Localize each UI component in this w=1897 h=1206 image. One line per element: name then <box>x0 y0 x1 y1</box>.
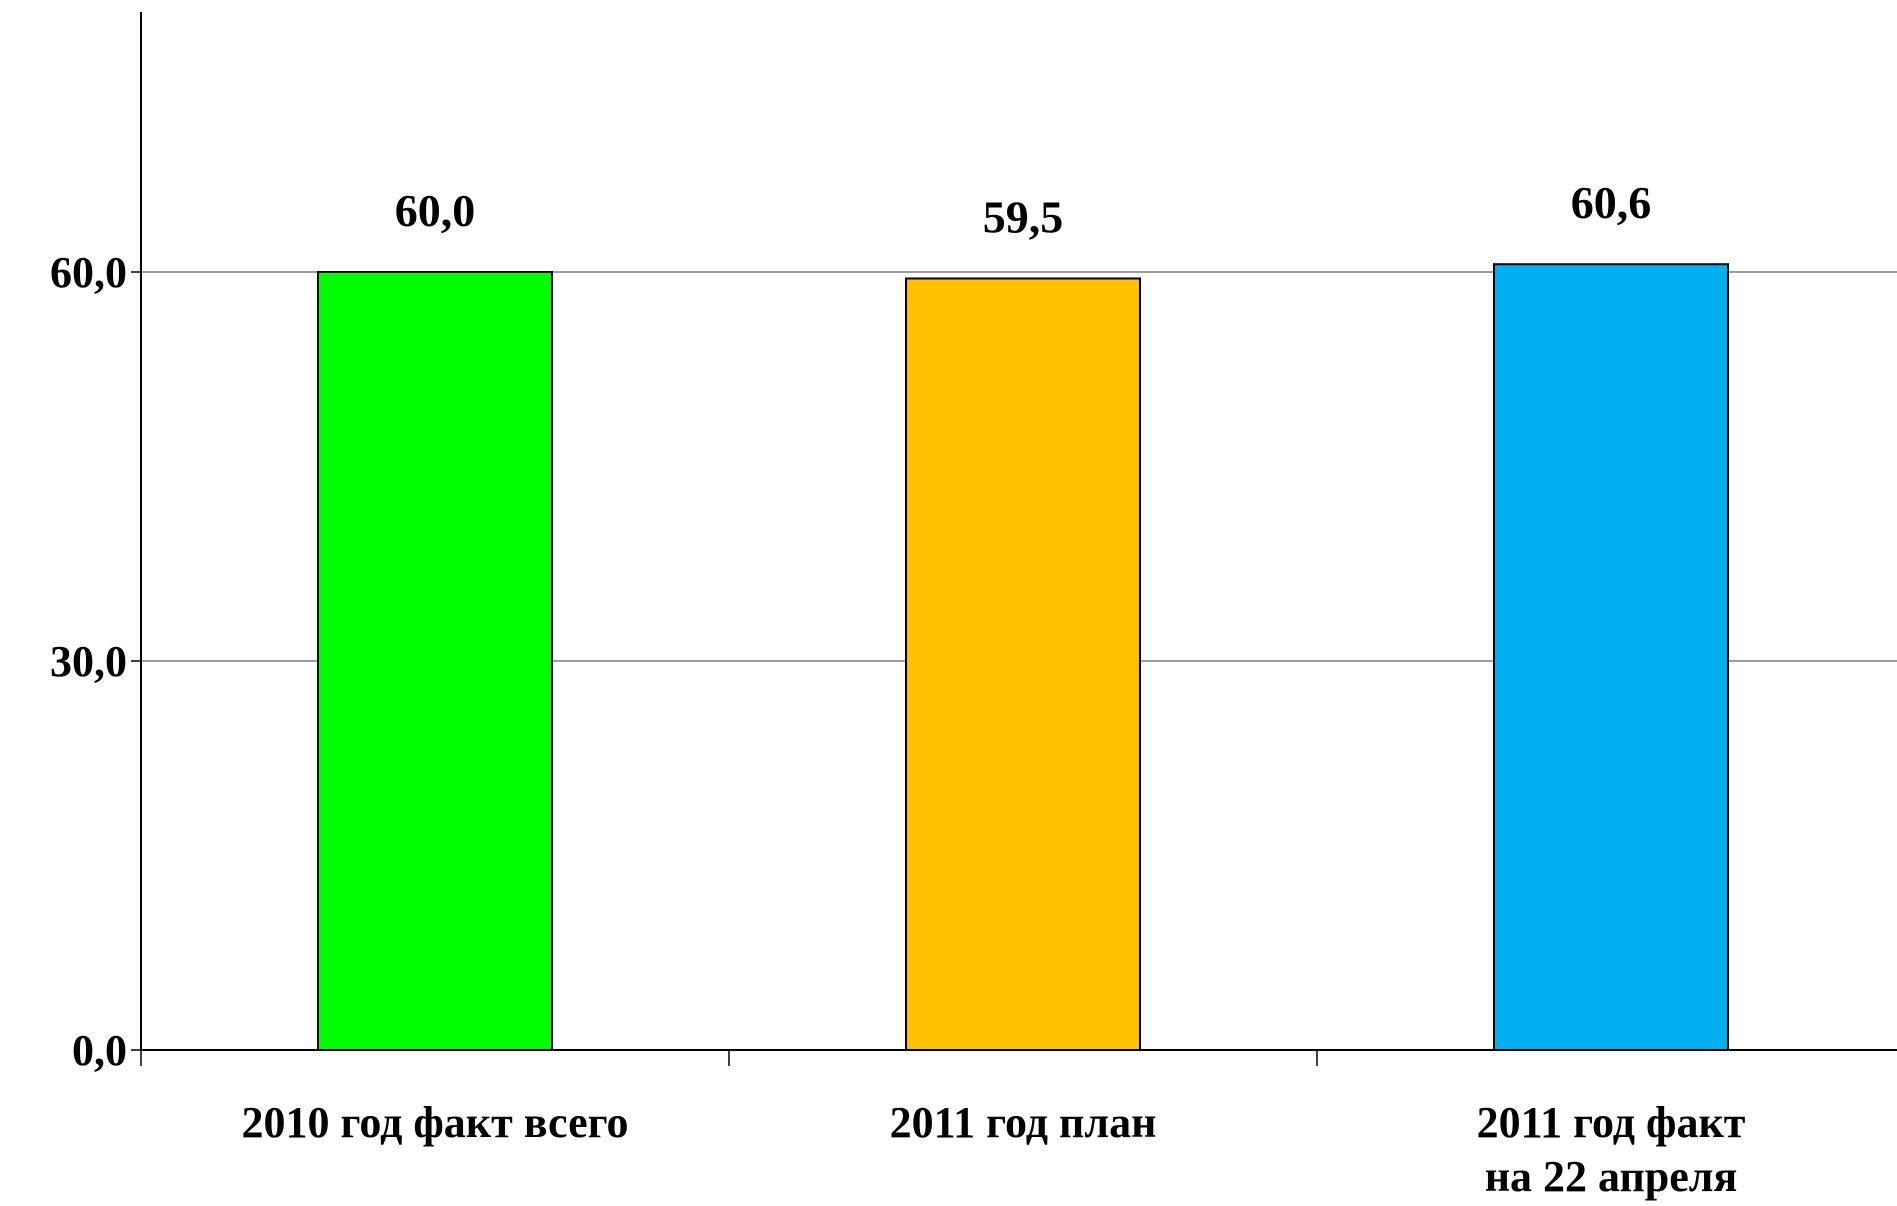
x-category-label: 2010 год факт всего <box>241 1098 628 1147</box>
y-tick-label: 0,0 <box>72 1026 127 1075</box>
bar-value-label: 60,6 <box>1571 177 1652 228</box>
y-tick-label: 60,0 <box>50 248 127 297</box>
bars <box>317 263 1729 1052</box>
bar-2 <box>905 277 1141 1051</box>
bar-1 <box>317 271 553 1051</box>
x-category-label: 2011 год факт <box>1477 1098 1746 1147</box>
x-category-label: на 22 апреля <box>1485 1152 1738 1201</box>
bar-value-label: 60,0 <box>395 185 476 236</box>
labels: 0,0 30,0 60,0 60,0 2010 год факт всего 59,5 20… <box>50 177 1746 1201</box>
bar-3 <box>1493 263 1729 1052</box>
bar-value-label: 59,5 <box>983 191 1064 242</box>
y-tick-label: 30,0 <box>50 637 127 686</box>
x-category-label: 2011 год план <box>890 1098 1157 1147</box>
